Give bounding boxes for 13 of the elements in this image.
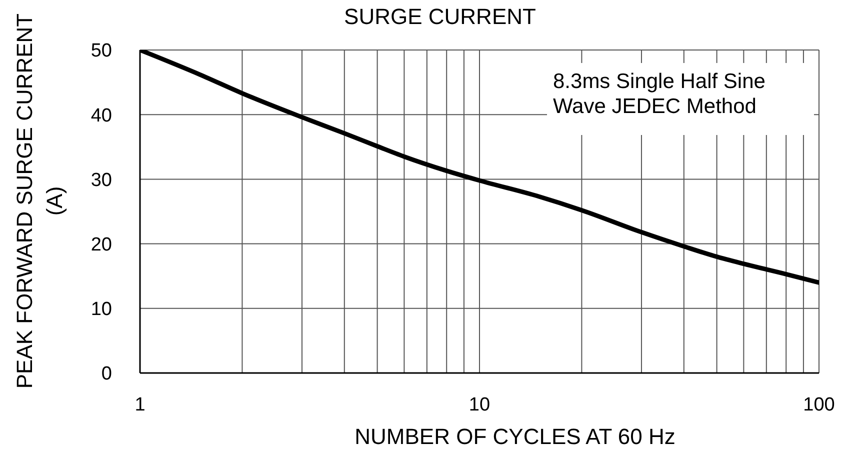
x-tick-label: 100 [803, 394, 835, 416]
y-axis-title: PEAK FORWARD SURGE CURRENT (A) [11, 12, 68, 391]
x-tick-label: 1 [134, 394, 146, 416]
x-tick-label: 10 [468, 394, 490, 416]
y-tick-label: 20 [90, 234, 112, 256]
x-axis-title: NUMBER OF CYCLES AT 60 Hz [354, 424, 676, 450]
chart-title: SURGE CURRENT [343, 4, 537, 30]
y-tick-label: 40 [90, 105, 112, 126]
y-tick-label: 10 [90, 299, 112, 320]
y-tick-label: 30 [90, 170, 112, 191]
y-tick-label: 50 [90, 40, 112, 62]
y-tick-label: 0 [101, 364, 112, 385]
annotation: 8.3ms Single Half Sine Wave JEDEC Method [553, 69, 766, 119]
